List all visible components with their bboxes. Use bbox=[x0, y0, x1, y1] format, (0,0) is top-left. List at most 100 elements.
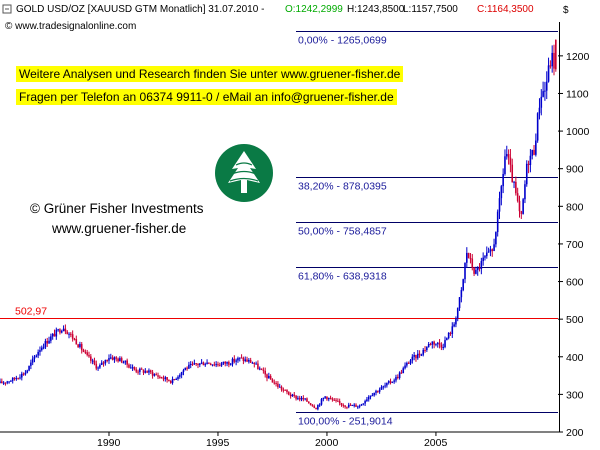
candle-body bbox=[149, 370, 152, 373]
candle-body bbox=[55, 329, 58, 337]
candle-body bbox=[39, 350, 41, 352]
candle-body bbox=[513, 181, 515, 183]
candle-body bbox=[17, 378, 19, 380]
candle-body bbox=[133, 367, 136, 370]
candle-body bbox=[447, 332, 450, 339]
candle-body bbox=[409, 360, 412, 364]
candle-body bbox=[377, 390, 379, 392]
x-tick-label: 1995 bbox=[206, 437, 230, 449]
candle-body bbox=[473, 267, 475, 274]
banner-analysis[interactable]: Weitere Analysen und Research finden Sie… bbox=[16, 66, 404, 82]
candle-body bbox=[307, 401, 310, 404]
candle-body bbox=[525, 163, 528, 185]
candle-body bbox=[396, 376, 399, 378]
candle-body bbox=[2, 382, 5, 384]
x-tick-label: 1990 bbox=[97, 437, 121, 449]
candle-body bbox=[342, 404, 345, 406]
candle-body bbox=[189, 363, 192, 365]
candle-body bbox=[293, 394, 296, 396]
candle-body bbox=[26, 370, 29, 373]
candle-body bbox=[13, 377, 16, 379]
candle-body bbox=[318, 404, 321, 406]
candle-body bbox=[469, 258, 472, 260]
candle-body bbox=[298, 397, 301, 400]
candle-body bbox=[358, 405, 361, 407]
candle-body bbox=[211, 364, 214, 366]
candle-body bbox=[159, 376, 161, 378]
banner-contact[interactable]: Fragen per Telefon an 06374 9911-0 / eMa… bbox=[16, 89, 397, 105]
watermark-company: © Grüner Fisher Investments bbox=[30, 201, 204, 216]
candle-body bbox=[200, 362, 203, 364]
candle-body bbox=[355, 404, 357, 407]
candle-body bbox=[507, 154, 510, 158]
candle-body bbox=[429, 344, 432, 346]
candle-body bbox=[70, 333, 72, 335]
candle-body bbox=[422, 349, 425, 355]
candle-body bbox=[511, 164, 514, 183]
candle-body bbox=[515, 181, 517, 194]
candle-body bbox=[498, 198, 501, 212]
instrument-label: GOLD USD/OZ [XAUUSD GTM Monatlich] 31.07… bbox=[16, 4, 264, 15]
candle-body bbox=[82, 350, 85, 352]
candle-body bbox=[229, 364, 232, 366]
candle-body bbox=[86, 352, 88, 355]
candle-body bbox=[364, 401, 366, 404]
candle-body bbox=[415, 354, 417, 359]
candle-body bbox=[297, 397, 299, 399]
candle-body bbox=[404, 365, 406, 369]
candle-body bbox=[11, 377, 14, 381]
candle-body bbox=[251, 362, 254, 364]
candle-body bbox=[235, 360, 237, 362]
candle-body bbox=[93, 360, 96, 364]
candle-body bbox=[289, 394, 292, 397]
collapse-icon[interactable] bbox=[2, 4, 12, 14]
candle-body bbox=[456, 308, 459, 319]
candle-body bbox=[249, 360, 252, 363]
candle-body bbox=[451, 326, 454, 334]
candle-body bbox=[218, 365, 221, 367]
candle-body bbox=[329, 397, 332, 399]
candle-body bbox=[242, 357, 245, 361]
candle-body bbox=[487, 251, 490, 253]
candle-body bbox=[217, 364, 219, 366]
candle-body bbox=[500, 186, 503, 199]
candle-body bbox=[418, 353, 421, 356]
candle-body bbox=[258, 368, 261, 370]
candle-body bbox=[453, 324, 455, 327]
candle-body bbox=[273, 382, 276, 384]
candle-body bbox=[53, 333, 56, 337]
fib-label: 0,00% - 1265,0699 bbox=[298, 35, 387, 47]
candle-body bbox=[186, 367, 188, 369]
candle-body bbox=[173, 378, 176, 380]
candle-body bbox=[179, 375, 181, 377]
candle-body bbox=[37, 351, 39, 356]
candle-body bbox=[253, 362, 256, 365]
candle-body bbox=[315, 407, 317, 410]
candle-body bbox=[277, 383, 279, 387]
candle-body bbox=[175, 378, 177, 380]
candle-body bbox=[206, 362, 208, 365]
candle-body bbox=[480, 261, 483, 269]
candle-body bbox=[484, 256, 486, 258]
candle-body bbox=[442, 347, 445, 349]
candle-body bbox=[171, 378, 174, 383]
candle-body bbox=[28, 365, 30, 371]
candle-body bbox=[140, 368, 143, 370]
candle-body bbox=[286, 389, 288, 393]
candle-body bbox=[518, 200, 521, 212]
candle-body bbox=[137, 371, 139, 373]
fib-label: 61,80% - 638,9318 bbox=[298, 271, 387, 283]
low-value: L:1157,7500 bbox=[403, 4, 458, 15]
candle-body bbox=[20, 373, 23, 378]
candle-body bbox=[182, 370, 185, 372]
candle-body bbox=[246, 359, 248, 362]
candle-body bbox=[475, 270, 477, 274]
candle-body bbox=[84, 351, 87, 353]
candle-body bbox=[282, 389, 285, 391]
candle-body bbox=[124, 360, 127, 363]
candle-body bbox=[197, 363, 199, 365]
candle-body bbox=[387, 381, 390, 383]
candle-body bbox=[40, 347, 43, 351]
candle-body bbox=[269, 375, 272, 380]
